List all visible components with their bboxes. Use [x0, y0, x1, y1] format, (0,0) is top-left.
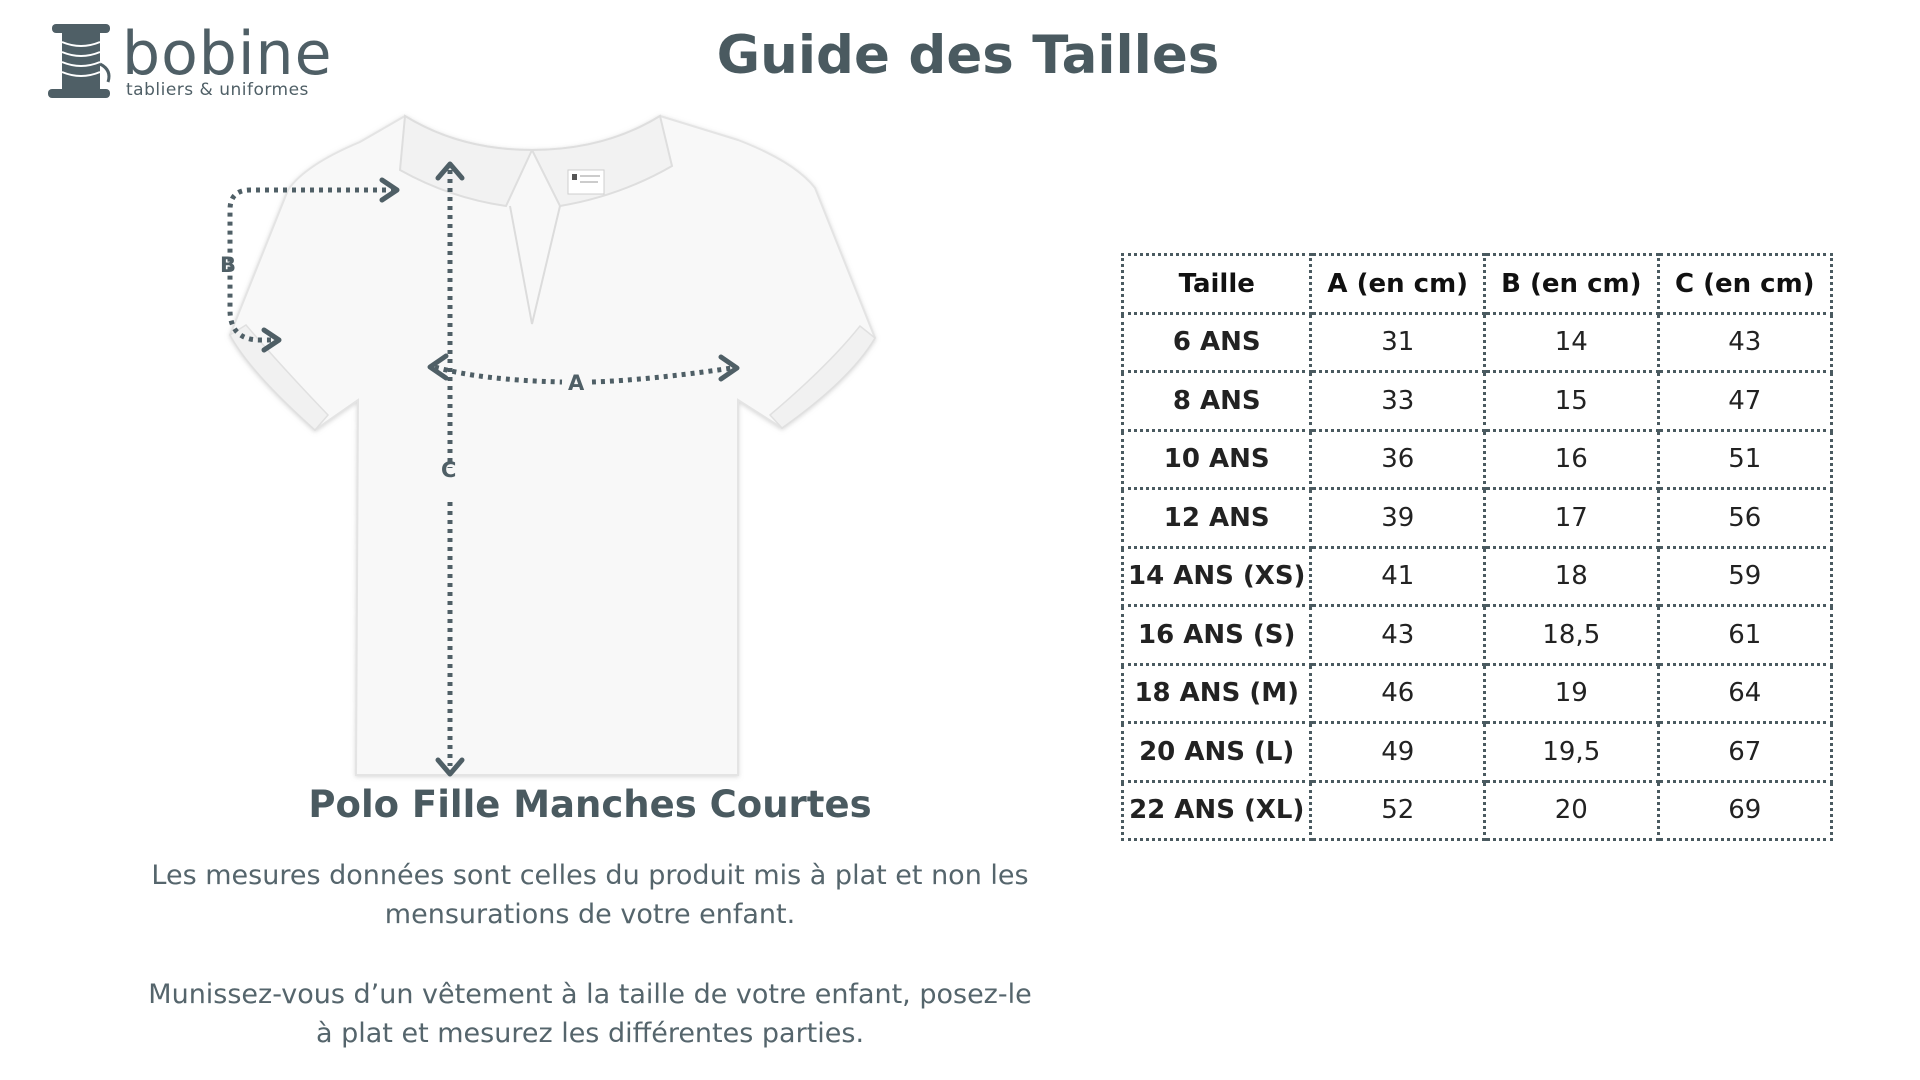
a-cell: 49 [1309, 721, 1487, 783]
c-cell: 69 [1656, 779, 1834, 841]
b-cell: 19,5 [1483, 721, 1660, 783]
measure-label-a: A [568, 371, 585, 395]
table-row: 20 ANS (L) 49 19,5 67 [1120, 721, 1834, 783]
table-row: 10 ANS 36 16 51 [1120, 428, 1834, 490]
a-cell: 33 [1309, 370, 1487, 432]
measurement-note: Les mesures données sont celles du produ… [151, 860, 1029, 930]
b-cell: 19 [1483, 662, 1660, 724]
b-cell: 16 [1483, 428, 1660, 490]
a-cell: 52 [1309, 779, 1487, 841]
table-row: 22 ANS (XL) 52 20 69 [1120, 779, 1834, 841]
table-row: 16 ANS (S) 43 18,5 61 [1120, 604, 1834, 666]
size-cell: 10 ANS [1120, 428, 1313, 490]
header-c: C (en cm) [1656, 253, 1834, 315]
header-b: B (en cm) [1483, 253, 1660, 315]
measure-label-b: B [220, 253, 236, 277]
table-row: 6 ANS 31 14 43 [1120, 311, 1834, 373]
measure-label-c: C [441, 458, 456, 482]
page-title: Guide des Tailles [716, 25, 1220, 86]
table-header-row: Taille A (en cm) B (en cm) C (en cm) [1120, 253, 1834, 315]
brand-logo: bobine tabliers & uniformes [46, 20, 332, 102]
c-cell: 43 [1656, 311, 1834, 373]
size-cell: 18 ANS (M) [1120, 662, 1313, 724]
table-row: 18 ANS (M) 46 19 64 [1120, 662, 1834, 724]
size-cell: 14 ANS (XS) [1120, 545, 1313, 607]
brand-tagline: tabliers & uniformes [126, 80, 309, 100]
size-cell: 16 ANS (S) [1120, 604, 1313, 666]
a-cell: 46 [1309, 662, 1487, 724]
c-cell: 61 [1656, 604, 1834, 666]
c-cell: 59 [1656, 545, 1834, 607]
c-cell: 51 [1656, 428, 1834, 490]
polo-shirt-shape [228, 114, 877, 776]
c-cell: 67 [1656, 721, 1834, 783]
b-cell: 18,5 [1483, 604, 1660, 666]
size-cell: 12 ANS [1120, 487, 1313, 549]
table-row: 14 ANS (XS) 41 18 59 [1120, 545, 1834, 607]
b-cell: 15 [1483, 370, 1660, 432]
a-cell: 36 [1309, 428, 1487, 490]
size-cell: 22 ANS (XL) [1120, 779, 1313, 841]
a-cell: 39 [1309, 487, 1487, 549]
size-table: Taille A (en cm) B (en cm) C (en cm) 6 A… [1120, 253, 1834, 841]
table-row: 12 ANS 39 17 56 [1120, 487, 1834, 549]
header-a: A (en cm) [1309, 253, 1487, 315]
c-cell: 56 [1656, 487, 1834, 549]
size-cell: 6 ANS [1120, 311, 1313, 373]
c-cell: 47 [1656, 370, 1834, 432]
size-cell: 8 ANS [1120, 370, 1313, 432]
header-size: Taille [1120, 253, 1313, 315]
instructions-note: Munissez-vous d’un vêtement à la taille … [148, 979, 1032, 1049]
thread-spool-icon [48, 24, 111, 98]
c-cell: 64 [1656, 662, 1834, 724]
b-cell: 14 [1483, 311, 1660, 373]
product-title: Polo Fille Manches Courtes [308, 783, 872, 826]
polo-illustration: B C A [220, 114, 877, 777]
table-row: 8 ANS 33 15 47 [1120, 370, 1834, 432]
a-cell: 31 [1309, 311, 1487, 373]
size-cell: 20 ANS (L) [1120, 721, 1313, 783]
brand-name: bobine [122, 19, 333, 89]
b-cell: 18 [1483, 545, 1660, 607]
b-cell: 20 [1483, 779, 1660, 841]
a-cell: 43 [1309, 604, 1487, 666]
b-cell: 17 [1483, 487, 1660, 549]
a-cell: 41 [1309, 545, 1487, 607]
